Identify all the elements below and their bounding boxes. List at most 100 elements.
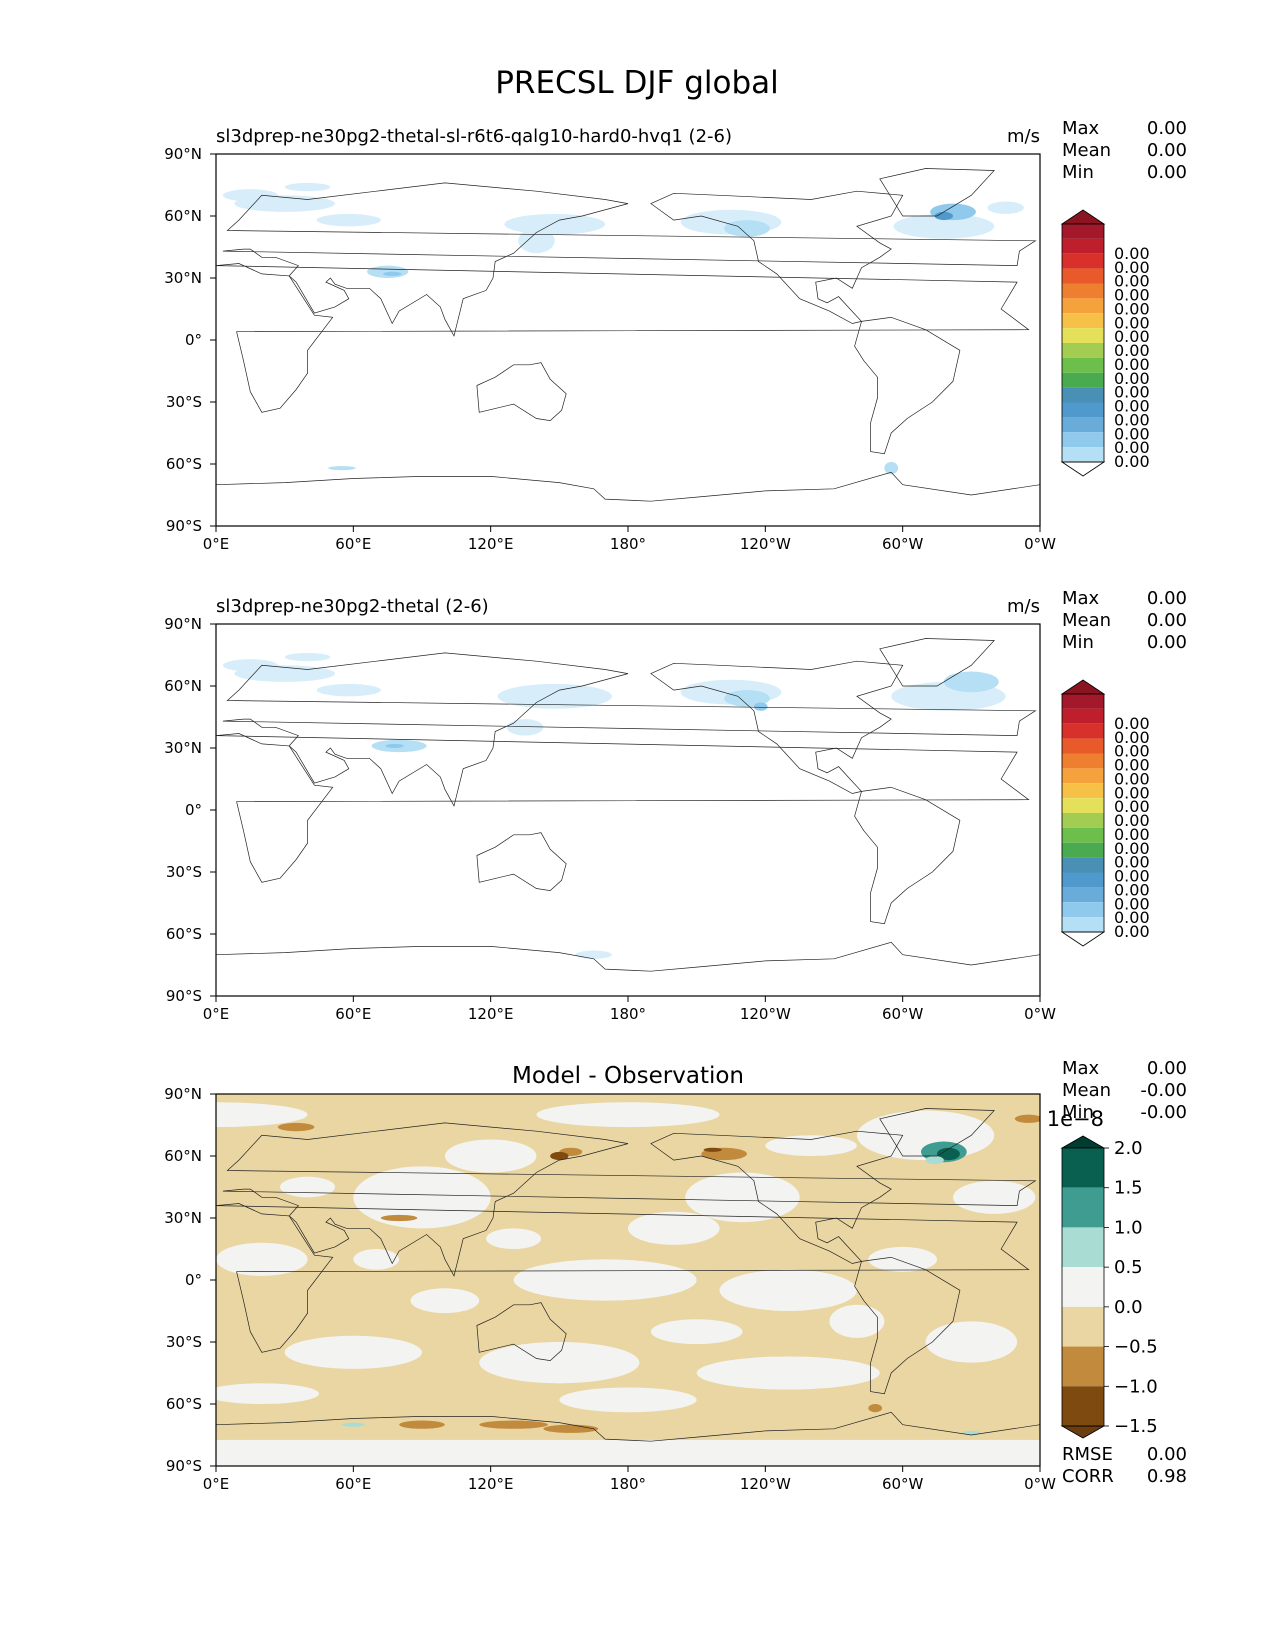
field-blob-neutral [696, 1356, 880, 1390]
colorbar-segment [1062, 768, 1104, 784]
australia-outline [476, 832, 567, 891]
colorbar: 0.000.000.000.000.000.000.000.000.000.00… [1060, 209, 1150, 477]
colorbar-label: 0.00 [1114, 922, 1150, 941]
field-blob-neutral [559, 1387, 697, 1413]
panel-left-title: sl3dprep-ne30pg2-thetal (2-6) [216, 596, 489, 617]
colorbar-label: 0.00 [1114, 880, 1150, 899]
colorbar-label: 0.00 [1114, 783, 1150, 802]
north-america-outline [650, 1130, 904, 1264]
colorbar-label: 0.00 [1114, 728, 1150, 747]
antarctica-coast [216, 1411, 1040, 1442]
field-blob-neutral [925, 1321, 1018, 1363]
colorbar: 0.000.000.000.000.000.000.000.000.000.00… [1060, 679, 1150, 947]
field-blob-neutral [216, 1242, 308, 1276]
stat-value: -0.00 [1140, 1080, 1187, 1101]
colorbar-segment [1062, 253, 1104, 269]
field-background [216, 624, 1040, 996]
field-blob [277, 1122, 315, 1132]
eurasia-outline [222, 652, 1037, 807]
colorbar-segment [1062, 417, 1104, 433]
eurasia-outline [222, 1122, 1037, 1277]
colorbar-label: 0.00 [1114, 327, 1150, 346]
x-tick-label: 0°W [1024, 535, 1056, 553]
colorbar-label: 0.00 [1114, 244, 1150, 263]
panel-left-title: sl3dprep-ne30pg2-thetal-sl-r6t6-qalg10-h… [216, 126, 732, 147]
colorbar-segment [1062, 1148, 1104, 1188]
colorbar-segment [1062, 813, 1104, 828]
colorbar-extend-bottom [1060, 461, 1106, 477]
stat-value: 0.00 [1147, 610, 1187, 631]
field-blob-neutral [719, 1269, 857, 1312]
stat-value: 0.98 [1147, 1466, 1187, 1487]
stat-label: Mean [1062, 140, 1111, 161]
stat-value: -0.00 [1140, 1102, 1187, 1123]
colorbar-segment [1062, 902, 1104, 918]
panel-units: m/s [1007, 126, 1040, 147]
x-tick-label: 180° [610, 1005, 646, 1023]
map-field [216, 624, 1040, 996]
field-background [216, 154, 1040, 526]
colorbar-segment [1062, 1267, 1104, 1307]
field-blob-neutral [410, 1288, 480, 1314]
colorbar-label: −1.5 [1114, 1416, 1158, 1437]
field-blob [987, 201, 1024, 214]
map-field [216, 154, 1040, 526]
figure-title: PRECSL DJF global [495, 65, 779, 101]
colorbar-segment [1062, 298, 1104, 314]
field-blob-neutral [486, 1228, 542, 1249]
colorbar-segment [1062, 238, 1104, 254]
field-blob [943, 671, 999, 693]
colorbar-label: 0.00 [1114, 839, 1150, 858]
x-tick-label: 0°E [203, 1005, 230, 1023]
colorbar-label: 0.00 [1114, 867, 1150, 886]
colorbar-label: 0.00 [1114, 313, 1150, 332]
colorbar-segment [1062, 1227, 1104, 1268]
stat-label: Mean [1062, 610, 1111, 631]
colorbar-label: 0.00 [1114, 299, 1150, 318]
field-blob [884, 461, 899, 475]
colorbar-segment [1062, 694, 1104, 709]
stat-value: 0.00 [1147, 1444, 1187, 1465]
field-blob-neutral [536, 1102, 720, 1128]
stat-label: Mean [1062, 1080, 1111, 1101]
y-tick-label: 0° [185, 331, 202, 349]
field-blob [937, 1147, 960, 1161]
stat-value: 0.00 [1147, 140, 1187, 161]
colorbar-multiplier: 1e−8 [1047, 1107, 1104, 1131]
stat-label: Max [1062, 1058, 1100, 1079]
colorbar-segment [1062, 343, 1104, 358]
stat-label: RMSE [1062, 1444, 1113, 1465]
x-tick-label: 120°W [740, 1475, 791, 1493]
antarctica-coast [216, 471, 1040, 502]
field-blob [1014, 1114, 1040, 1123]
panel-reference: 0°E 60°E 120°E 180° 120°W 60°W 0°W 90°N 60°N 30°N… [164, 588, 1187, 1023]
y-tick-label: 90°N [164, 145, 202, 163]
colorbar-label: 0.00 [1114, 894, 1150, 913]
field-blob [399, 1420, 445, 1429]
x-tick-label: 60°W [882, 535, 924, 553]
stat-value: 0.00 [1147, 118, 1187, 139]
field-blob [506, 719, 544, 736]
panel-test: 0°E 60°E 120°E 180° 120°W 60°W 0°W 90°N 60°N 30°N… [164, 118, 1187, 553]
panel-units: m/s [1007, 596, 1040, 617]
colorbar-segment [1062, 872, 1104, 888]
colorbar: 2.0 1.5 1.0 0.5 0.0 −0.5 −1.0 −1.5 1e−8 [1047, 1107, 1158, 1439]
y-tick-label: 60°N [164, 1147, 202, 1165]
africa-outline [216, 733, 1030, 883]
greenland-outline [879, 168, 995, 217]
x-tick-label: 60°E [335, 1475, 371, 1493]
stat-label: Min [1062, 632, 1094, 653]
field-blob [868, 1404, 883, 1413]
field-blob [753, 702, 768, 711]
colorbar-label: 0.00 [1114, 286, 1150, 305]
x-tick-label: 0°W [1024, 1475, 1056, 1493]
field-blob [383, 271, 402, 276]
y-tick-label: 30°N [164, 269, 202, 287]
south-america-outline [854, 1256, 961, 1395]
x-tick-label: 0°E [203, 1475, 230, 1493]
field-polar-band [216, 1439, 1040, 1466]
colorbar-segment [1062, 372, 1104, 388]
antarctica-coast [216, 941, 1040, 972]
field-blob-neutral [765, 1135, 857, 1156]
